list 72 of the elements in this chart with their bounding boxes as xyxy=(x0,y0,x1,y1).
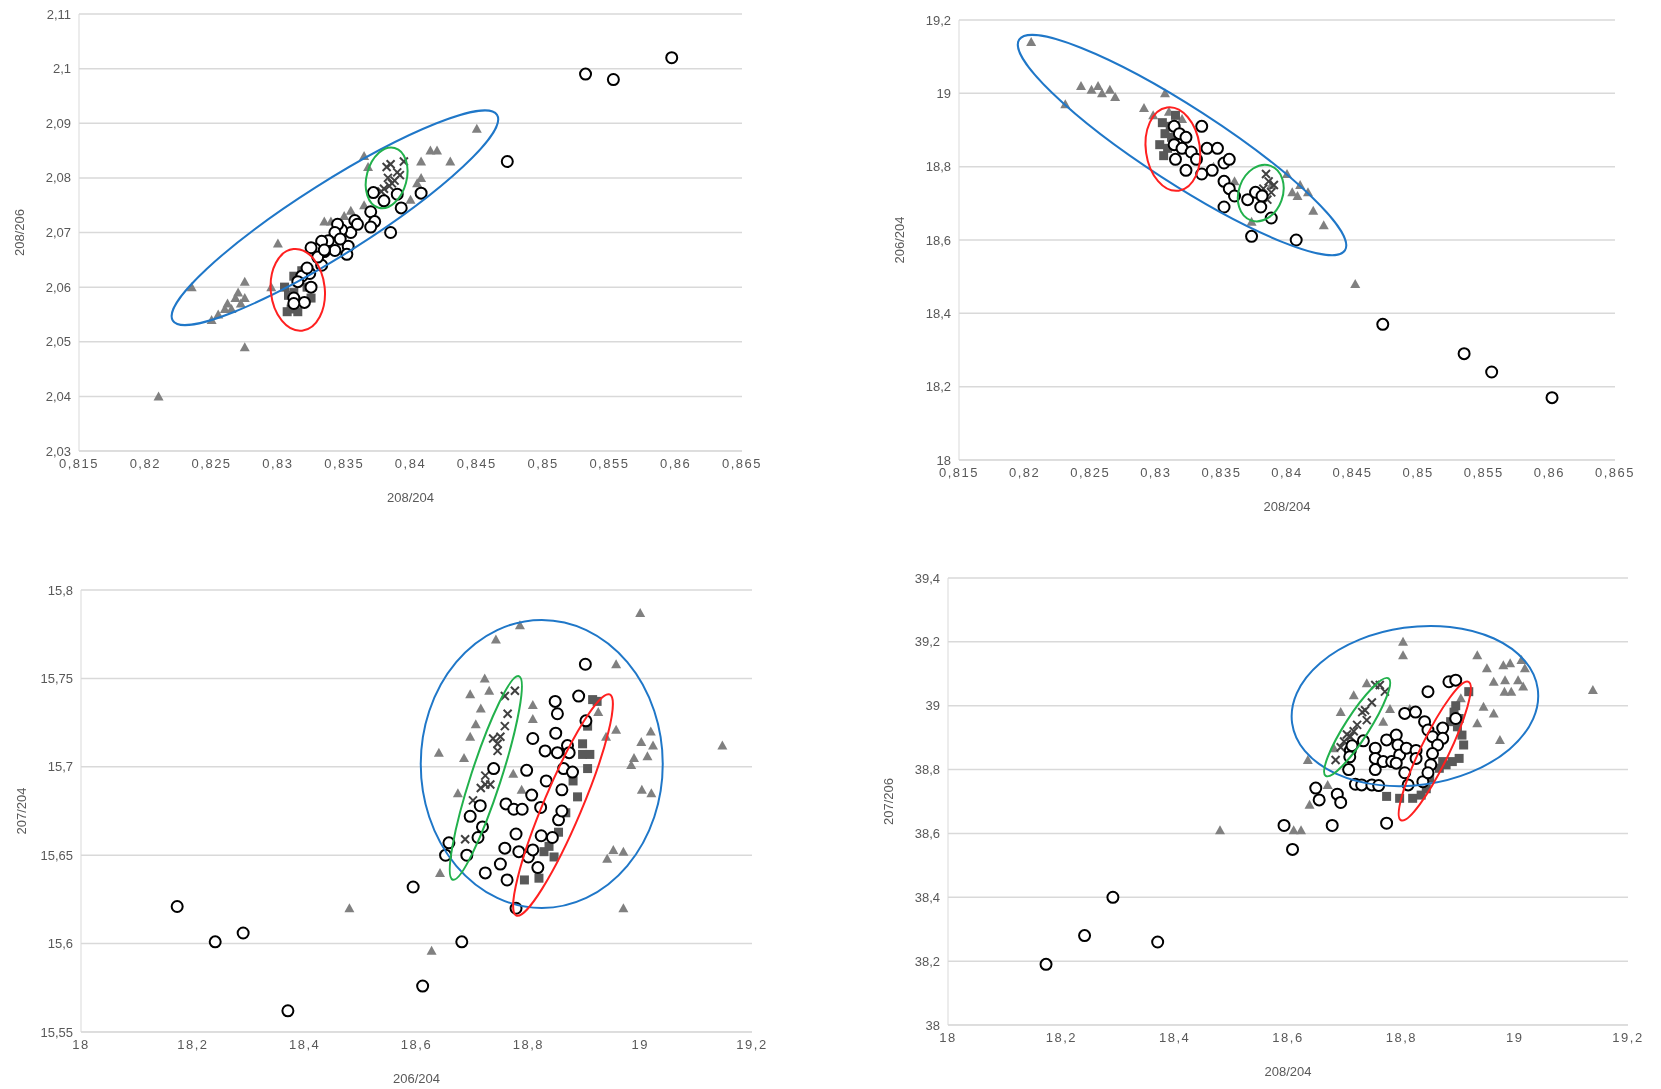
y-tick-label: 2,08 xyxy=(45,170,71,186)
x-tick-label: 0,855 xyxy=(589,456,630,472)
x-axis-title: 208/204 xyxy=(1264,1064,1312,1079)
y-tick-label: 15,65 xyxy=(40,847,73,863)
x-tick-label: 0,815 xyxy=(58,456,100,472)
y-tick-label: 2,06 xyxy=(45,279,71,295)
x-tick-label: 0,86 xyxy=(660,456,692,472)
x-tick-label: 0,84 xyxy=(1271,465,1303,481)
x-tick-label: 18,4 xyxy=(289,1037,321,1053)
y-axis-title: 206/204 xyxy=(891,216,907,264)
x-tick-label: 0,835 xyxy=(324,456,365,472)
y-tick-label: 2,05 xyxy=(45,334,71,350)
y-tick-label: 15,55 xyxy=(40,1024,73,1040)
y-tick-label: 18,6 xyxy=(925,232,951,248)
y-tick-label: 15,6 xyxy=(47,936,73,952)
y-tick-label: 2,03 xyxy=(45,443,71,459)
x-axis-title: 208/204 xyxy=(387,490,434,505)
y-axis-title: 207/206 xyxy=(880,778,896,825)
y-axis-title: 207/204 xyxy=(13,787,29,835)
y-tick-label: 38,4 xyxy=(914,889,940,905)
x-tick-label: 0,85 xyxy=(527,456,559,472)
x-tick-label: 18,8 xyxy=(512,1037,544,1053)
y-tick-label: 2,1 xyxy=(52,61,71,77)
x-tick-label: 18 xyxy=(72,1037,90,1053)
y-tick-label: 18,8 xyxy=(925,159,951,175)
y-tick-label: 38 xyxy=(925,1017,940,1033)
x-tick-label: 0,83 xyxy=(1140,465,1172,481)
x-tick-label: 0,815 xyxy=(938,465,980,481)
y-tick-label: 2,07 xyxy=(45,225,71,241)
x-tick-label: 18,2 xyxy=(1045,1030,1077,1046)
x-tick-label: 0,86 xyxy=(1533,465,1566,481)
y-tick-label: 15,8 xyxy=(47,582,73,598)
y-tick-label: 18,2 xyxy=(925,379,951,395)
x-tick-label: 0,825 xyxy=(191,456,232,472)
x-tick-label: 0,82 xyxy=(129,456,161,472)
x-tick-label: 0,845 xyxy=(1332,465,1373,481)
y-tick-label: 19,2 xyxy=(925,12,951,28)
y-tick-label: 38,6 xyxy=(914,826,940,842)
x-tick-label: 18,6 xyxy=(400,1037,433,1053)
x-tick-label: 0,835 xyxy=(1201,465,1242,481)
x-tick-label: 19,2 xyxy=(1612,1030,1644,1046)
x-tick-label: 0,82 xyxy=(1008,465,1041,481)
y-tick-label: 2,09 xyxy=(45,115,71,131)
x-tick-label: 0,85 xyxy=(1402,465,1434,481)
x-tick-label: 0,83 xyxy=(262,456,294,472)
x-tick-label: 0,845 xyxy=(456,456,497,472)
y-tick-label: 39,4 xyxy=(914,570,940,586)
y-axis-title: 208/206 xyxy=(11,209,27,256)
y-tick-label: 39 xyxy=(925,698,940,714)
x-tick-label: 18,8 xyxy=(1385,1030,1417,1046)
x-tick-label: 19 xyxy=(1505,1030,1524,1046)
x-tick-label: 0,865 xyxy=(721,456,763,472)
y-tick-label: 15,75 xyxy=(40,671,73,687)
x-tick-label: 0,825 xyxy=(1070,465,1111,481)
x-tick-label: 0,855 xyxy=(1463,465,1504,481)
y-tick-label: 2,04 xyxy=(45,388,71,404)
y-tick-label: 19 xyxy=(936,85,951,101)
x-tick-label: 0,865 xyxy=(1594,465,1636,481)
y-tick-label: 18,4 xyxy=(925,305,951,321)
y-tick-label: 39,2 xyxy=(914,634,940,650)
x-axis-title: 206/204 xyxy=(393,1071,440,1086)
y-tick-label: 2,11 xyxy=(46,6,71,22)
x-tick-label: 18,2 xyxy=(177,1037,209,1053)
x-tick-label: 19 xyxy=(631,1037,649,1053)
y-tick-label: 38,8 xyxy=(914,762,940,778)
x-axis-title: 208/204 xyxy=(1263,499,1311,514)
x-tick-label: 18,6 xyxy=(1272,1030,1304,1046)
x-tick-label: 0,84 xyxy=(394,456,427,472)
x-tick-label: 19,2 xyxy=(736,1037,768,1053)
y-tick-label: 15,7 xyxy=(47,759,73,775)
x-tick-label: 18,4 xyxy=(1159,1030,1191,1046)
y-tick-label: 38,2 xyxy=(914,953,940,969)
